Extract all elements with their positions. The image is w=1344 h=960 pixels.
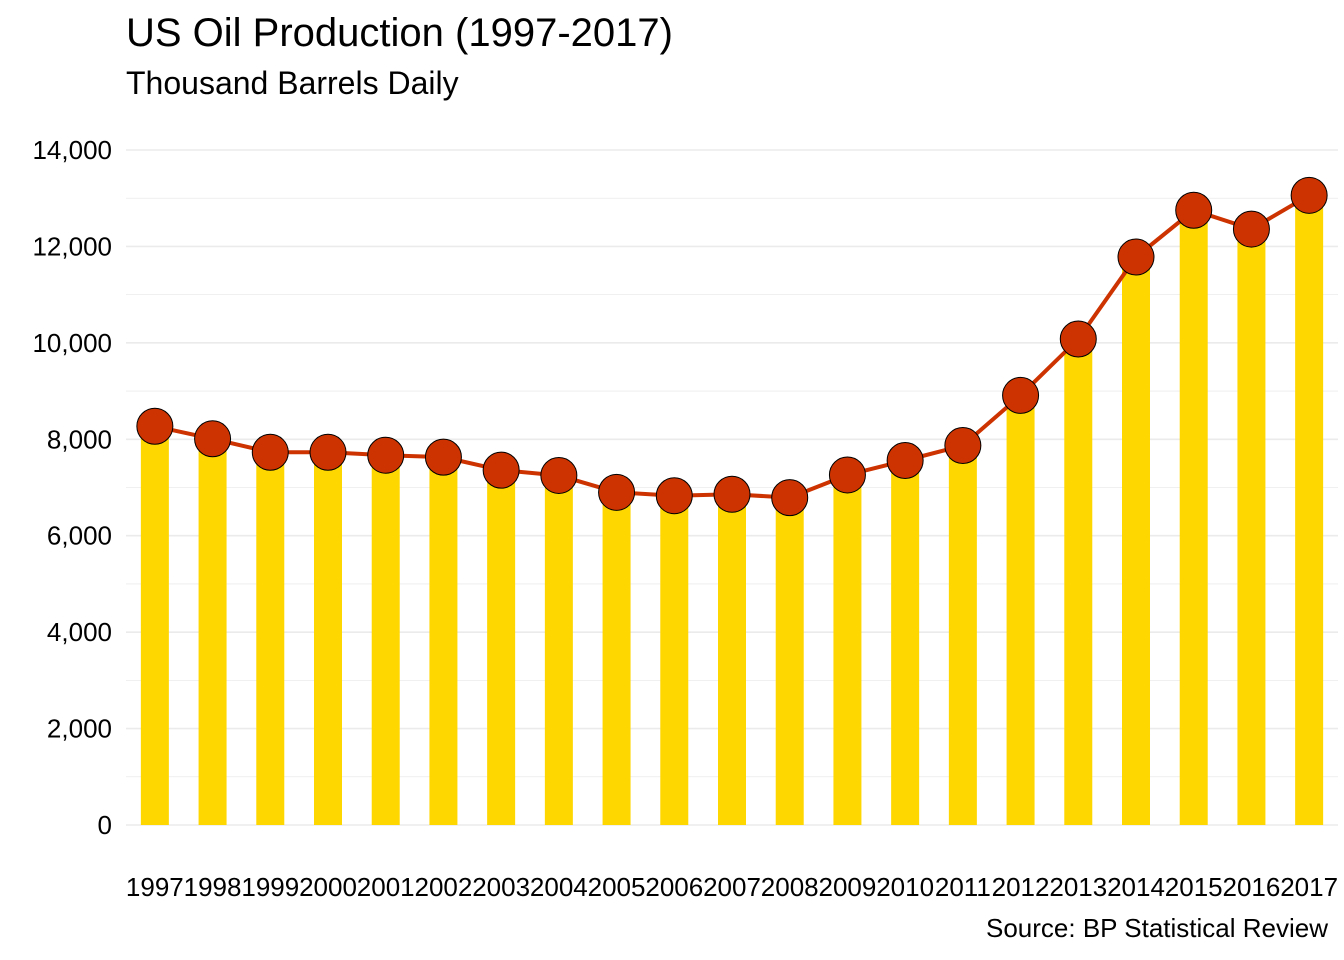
data-point bbox=[424, 438, 462, 476]
data-point bbox=[251, 433, 289, 471]
bar bbox=[1237, 229, 1266, 826]
bar bbox=[487, 470, 516, 825]
data-point bbox=[540, 456, 578, 494]
data-point bbox=[655, 477, 693, 515]
y-tick-label: 12,000 bbox=[32, 231, 112, 261]
y-tick-label: 10,000 bbox=[32, 328, 112, 358]
x-tick-label: 2015 bbox=[1165, 872, 1223, 902]
data-point bbox=[828, 456, 866, 494]
chart-title: US Oil Production (1997-2017) bbox=[126, 11, 673, 55]
chart-subtitle: Thousand Barrels Daily bbox=[126, 65, 459, 101]
x-tick-label: 2004 bbox=[530, 872, 588, 902]
bar bbox=[718, 494, 746, 825]
data-point bbox=[1232, 210, 1270, 248]
x-tick-label: 2016 bbox=[1223, 872, 1281, 902]
x-tick-label: 2006 bbox=[645, 872, 703, 902]
x-axis-ticks: 1997 1998 1999 2000 2001 2002 2003 2004 2005 2006… bbox=[126, 872, 1338, 902]
data-point bbox=[136, 407, 174, 445]
x-tick-label: 2012 bbox=[992, 872, 1050, 902]
bar bbox=[891, 460, 920, 825]
bar bbox=[1179, 210, 1208, 826]
y-tick-label: 4,000 bbox=[47, 617, 112, 647]
bar bbox=[1006, 395, 1035, 825]
y-tick-label: 8,000 bbox=[47, 424, 112, 454]
points bbox=[136, 176, 1328, 517]
bars bbox=[140, 195, 1324, 826]
data-point bbox=[1290, 176, 1328, 214]
data-point bbox=[771, 479, 809, 517]
x-tick-label: 2000 bbox=[299, 872, 357, 902]
bar bbox=[1064, 339, 1093, 825]
data-point bbox=[482, 451, 520, 489]
bar bbox=[833, 474, 862, 825]
bar bbox=[775, 497, 804, 825]
data-point bbox=[367, 436, 405, 474]
data-point bbox=[944, 427, 982, 465]
data-point bbox=[1002, 376, 1040, 414]
x-tick-label: 2005 bbox=[588, 872, 646, 902]
x-tick-label: 2010 bbox=[876, 872, 934, 902]
bar bbox=[429, 457, 458, 825]
x-tick-label: 2014 bbox=[1107, 872, 1165, 902]
x-tick-label: 1999 bbox=[241, 872, 299, 902]
bar bbox=[140, 426, 169, 825]
bar bbox=[544, 475, 573, 825]
bar bbox=[256, 452, 285, 825]
data-point bbox=[194, 420, 232, 458]
x-tick-label: 1998 bbox=[184, 872, 242, 902]
bar bbox=[948, 445, 977, 825]
x-tick-label: 2017 bbox=[1280, 872, 1338, 902]
data-point bbox=[886, 442, 924, 479]
x-tick-label: 2001 bbox=[357, 872, 415, 902]
data-point bbox=[598, 473, 636, 511]
bar bbox=[1122, 257, 1150, 825]
y-tick-label: 2,000 bbox=[47, 714, 112, 744]
bar bbox=[314, 452, 342, 825]
bar bbox=[371, 455, 400, 825]
y-axis-ticks: 0 2,000 4,000 6,000 8,000 10,000 12,000 14,000 bbox=[32, 135, 112, 840]
bar bbox=[602, 492, 631, 825]
data-point bbox=[1059, 320, 1097, 358]
data-point bbox=[713, 475, 751, 513]
y-tick-label: 6,000 bbox=[47, 521, 112, 551]
y-tick-label: 0 bbox=[98, 810, 112, 840]
y-tick-label: 14,000 bbox=[32, 135, 112, 165]
data-point bbox=[309, 433, 347, 471]
x-tick-label: 2013 bbox=[1049, 872, 1107, 902]
x-tick-label: 1997 bbox=[126, 872, 184, 902]
bar bbox=[198, 438, 227, 825]
x-tick-label: 2003 bbox=[472, 872, 530, 902]
data-point bbox=[1117, 238, 1155, 276]
x-tick-label: 2011 bbox=[935, 872, 991, 902]
x-tick-label: 2008 bbox=[761, 872, 819, 902]
data-point bbox=[1175, 191, 1213, 229]
x-tick-label: 2002 bbox=[415, 872, 473, 902]
source-note: Source: BP Statistical Review bbox=[986, 913, 1328, 943]
bar bbox=[660, 495, 689, 825]
x-tick-label: 2007 bbox=[703, 872, 761, 902]
x-tick-label: 2009 bbox=[819, 872, 877, 902]
bar bbox=[1295, 195, 1324, 826]
